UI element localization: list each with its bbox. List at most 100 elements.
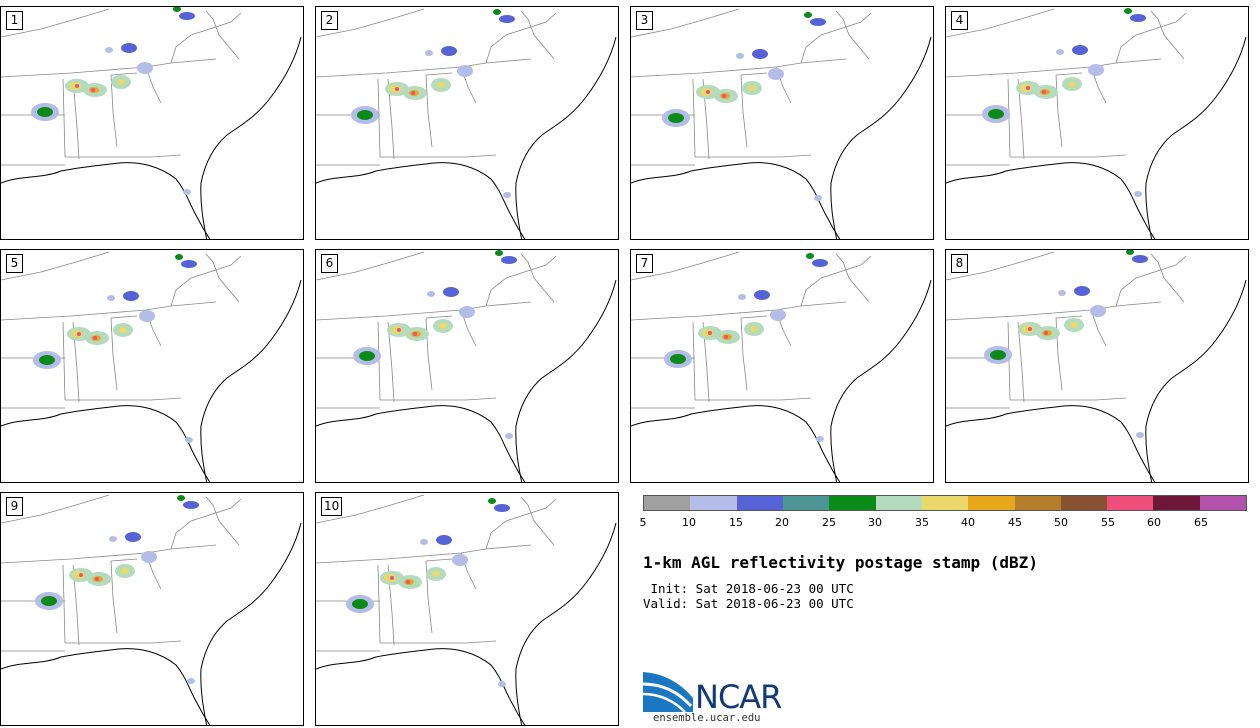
reflectivity-cell (990, 350, 1006, 360)
reflectivity-cell (173, 7, 181, 12)
member-number: 6 (321, 254, 338, 273)
reflectivity-cell (1132, 255, 1148, 263)
reflectivity-cell (814, 195, 822, 201)
reflectivity-cell (1074, 286, 1090, 296)
reflectivity-cell (395, 87, 399, 91)
reflectivity-cell (181, 260, 197, 268)
reflectivity-cell (79, 573, 83, 577)
coastline (1, 162, 211, 239)
member-panel-6[interactable]: 6 (315, 249, 619, 483)
reflectivity-cell (432, 571, 440, 577)
member-panel-8[interactable]: 8 (945, 249, 1249, 483)
reflectivity-cell (498, 681, 506, 687)
state-border (695, 154, 812, 158)
member-number: 9 (6, 497, 23, 516)
reflectivity-cell (1136, 432, 1144, 438)
state-border (110, 72, 138, 76)
member-panel-4[interactable]: 4 (945, 6, 1249, 240)
reflectivity-cell (413, 332, 417, 336)
state-border (740, 317, 748, 391)
colorbar-segment (690, 496, 737, 510)
reflectivity-cell (812, 259, 828, 267)
state-border (316, 494, 425, 524)
reflectivity-cell (770, 309, 786, 321)
state-border (170, 255, 242, 307)
reflectivity-cell (39, 355, 55, 365)
state-border (1, 544, 217, 564)
reflectivity-cell (183, 189, 191, 195)
member-panel-1[interactable]: 1 (0, 6, 304, 240)
reflectivity-cell (501, 256, 517, 264)
state-border (485, 255, 557, 307)
coastline (830, 36, 932, 239)
coastline (515, 36, 617, 239)
state-border (692, 78, 696, 158)
state-border (387, 321, 395, 403)
state-border (520, 10, 555, 60)
time-info: Init: Sat 2018-06-23 00 UTC Valid: Sat 2… (643, 581, 854, 611)
state-border (1017, 321, 1025, 403)
reflectivity-cell (768, 68, 784, 80)
map-canvas (631, 251, 932, 482)
reflectivity-cell (1070, 322, 1078, 328)
state-border (380, 397, 497, 401)
reflectivity-cell (441, 46, 457, 56)
member-number: 2 (321, 11, 338, 30)
state-border (170, 498, 242, 550)
map-canvas (946, 250, 1247, 482)
coastline (200, 36, 302, 239)
reflectivity-cell (748, 85, 756, 91)
coastline (631, 162, 841, 239)
state-border (110, 558, 138, 562)
state-border (316, 301, 532, 321)
member-panel-5[interactable]: 5 (0, 249, 304, 483)
state-border (62, 564, 66, 644)
reflectivity-cell (505, 433, 513, 439)
reflectivity-cell (750, 326, 758, 332)
reflectivity-cell (706, 90, 710, 94)
state-border (425, 72, 453, 76)
member-panel-3[interactable]: 3 (630, 6, 934, 240)
state-border (110, 560, 118, 634)
reflectivity-cell (437, 82, 445, 88)
reflectivity-cell (810, 18, 826, 26)
reflectivity-cell (1126, 250, 1134, 255)
state-border (1, 8, 110, 38)
valid-time: Valid: Sat 2018-06-23 00 UTC (643, 596, 854, 611)
coastline (946, 162, 1156, 239)
state-border (485, 12, 557, 64)
state-border (485, 498, 557, 550)
colorbar-tick: 15 (729, 516, 743, 529)
logo-url: ensemble.ucar.edu (653, 712, 761, 724)
map-canvas (316, 250, 617, 482)
member-panel-7[interactable]: 7 (630, 249, 934, 483)
member-panel-10[interactable]: 10 (315, 492, 619, 726)
state-border (377, 78, 381, 158)
member-panel-2[interactable]: 2 (315, 6, 619, 240)
reflectivity-cell (443, 287, 459, 297)
colorbar-tick: 25 (822, 516, 836, 529)
reflectivity-cell (187, 678, 195, 684)
reflectivity-cell (75, 84, 79, 88)
reflectivity-cell (1068, 81, 1076, 87)
colorbar (643, 495, 1247, 511)
reflectivity-cell (77, 332, 81, 336)
state-border (692, 321, 696, 401)
state-border (425, 558, 453, 562)
state-border (110, 317, 118, 391)
colorbar-segment (829, 496, 876, 510)
coastline (1145, 36, 1247, 239)
reflectivity-cell (708, 331, 712, 335)
state-border (110, 315, 138, 319)
colorbar-segment (782, 496, 830, 510)
state-border (387, 78, 395, 160)
member-panel-9[interactable]: 9 (0, 492, 304, 726)
state-border (1, 494, 110, 524)
state-border (631, 301, 847, 321)
colorbar-segment (644, 496, 691, 510)
colorbar-segment (875, 496, 922, 510)
coastline (515, 279, 617, 482)
state-border (740, 315, 768, 319)
state-border (1115, 12, 1187, 64)
reflectivity-cell (816, 436, 824, 442)
